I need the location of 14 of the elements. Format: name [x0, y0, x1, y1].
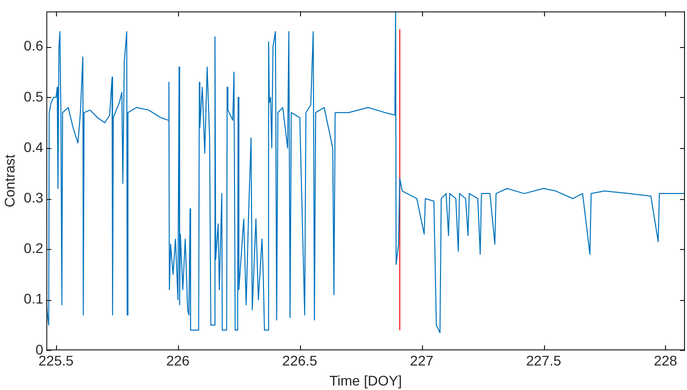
y-tick-label: 0.5 [24, 88, 44, 104]
y-tick-label: 0 [35, 341, 44, 358]
x-axis-title: Time [DOY] [329, 372, 402, 388]
y-tick-label: 0.4 [24, 138, 44, 155]
y-axis-title: Contrast [1, 154, 18, 208]
x-tick-label: 226 [166, 352, 190, 369]
x-tick-label: 227 [410, 352, 434, 369]
x-tick-label: 227.5 [526, 352, 562, 369]
y-tick-label: 0.3 [24, 189, 44, 206]
x-tick-label: 228 [654, 352, 678, 369]
x-tick-label: 226.5 [282, 352, 318, 369]
y-tick-label: 0.2 [24, 240, 44, 256]
y-tick-label: 0.6 [24, 38, 44, 54]
y-tick-label: 0.1 [24, 290, 44, 307]
